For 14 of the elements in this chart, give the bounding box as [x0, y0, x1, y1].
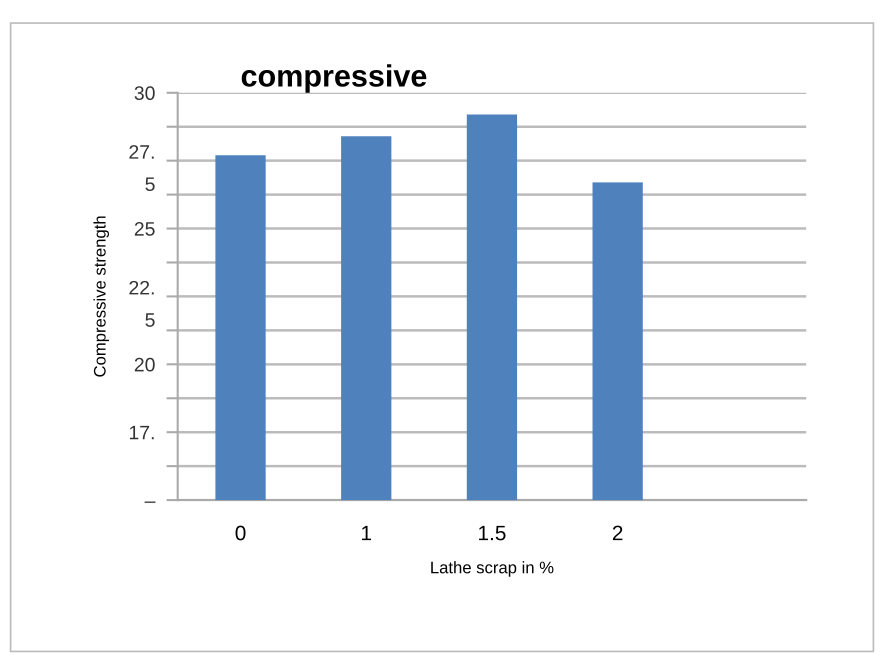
y-tick-label: 20	[134, 358, 155, 372]
x-tick-label: 2	[612, 526, 622, 540]
y-tick-label: 17.	[130, 426, 154, 440]
x-tick-label: 1	[362, 526, 372, 540]
chart-title: compressive	[242, 64, 426, 93]
y-tick-label: 30	[134, 86, 155, 100]
y-tick-label: 25	[134, 222, 155, 236]
y-tick-label: 27. 5	[129, 145, 155, 192]
y-axis-title: Compressive strength	[93, 216, 109, 377]
x-tick-label: 1.5	[479, 526, 506, 540]
y-tick-label: –	[144, 502, 156, 503]
x-tick-label: 0	[236, 526, 246, 540]
x-axis-title: Lathe scrap in %	[431, 561, 554, 577]
y-tick-label: 22. 5	[129, 280, 155, 327]
